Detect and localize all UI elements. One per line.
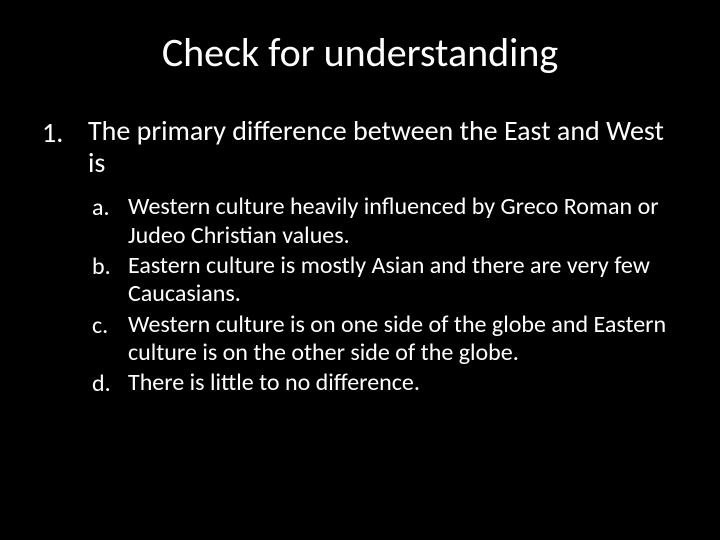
option-d: d. There is little to no difference.: [88, 369, 680, 398]
question-number: 1.: [40, 115, 88, 150]
option-text: Western culture heavily influenced by Gr…: [128, 193, 680, 250]
option-label: a.: [88, 193, 128, 222]
option-text: Western culture is on one side of the gl…: [128, 311, 680, 368]
question-text: The primary difference between the East …: [88, 115, 680, 179]
option-label: c.: [88, 311, 128, 340]
options-list: a. Western culture heavily influenced by…: [88, 193, 680, 398]
slide: Check for understanding 1. The primary d…: [0, 0, 720, 540]
option-label: b.: [88, 252, 128, 281]
option-label: d.: [88, 369, 128, 398]
option-a: a. Western culture heavily influenced by…: [88, 193, 680, 250]
slide-title: Check for understanding: [40, 28, 680, 77]
question: 1. The primary difference between the Ea…: [40, 115, 680, 179]
option-c: c. Western culture is on one side of the…: [88, 311, 680, 368]
option-b: b. Eastern culture is mostly Asian and t…: [88, 252, 680, 309]
option-text: There is little to no difference.: [128, 369, 680, 397]
option-text: Eastern culture is mostly Asian and ther…: [128, 252, 680, 309]
